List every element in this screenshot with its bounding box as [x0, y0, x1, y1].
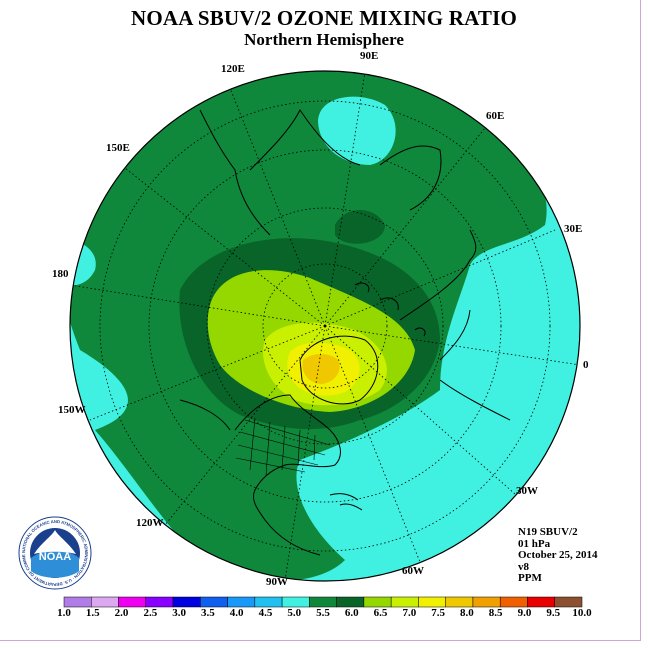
latitude-circle-30 — [148, 149, 502, 503]
color-scale-tick-label: 6.0 — [344, 607, 359, 619]
color-scale-tick-label: 9.0 — [517, 607, 532, 619]
map-title: NOAA SBUV/2 OZONE MIXING RATIO — [131, 6, 517, 30]
color-scale-tick-label: 1.0 — [57, 607, 71, 619]
color-scale-tick-label: 10.0 — [572, 607, 592, 619]
meridian-line-60e — [324, 127, 486, 327]
noaa-logo: NOAA NATIONAL OCEANIC AND ATMOSPHERIC AD… — [18, 516, 92, 590]
color-scale-tick-label: 7.5 — [431, 607, 445, 619]
latitude-circle-45 — [206, 207, 444, 445]
longitude-label-0: 0 — [583, 359, 589, 371]
coastline-greenland — [299, 335, 379, 405]
longitude-label-60e: 60E — [486, 110, 505, 122]
longitude-label-60w: 60W — [402, 565, 424, 577]
longitude-label-90w: 90W — [266, 576, 288, 588]
noaa-logo-text: NOAA — [39, 551, 71, 563]
color-scale-tick-label: 2.0 — [114, 607, 129, 619]
longitude-label-150e: 150E — [106, 142, 130, 154]
color-scale-tick-label: 1.5 — [85, 607, 100, 619]
color-scale-tick-label: 8.0 — [460, 607, 474, 619]
longitude-label-120w: 120W — [136, 517, 164, 529]
version-label: v8 — [518, 560, 529, 573]
coastline-asia — [199, 109, 442, 236]
color-scale-tick-label: 7.0 — [402, 607, 417, 619]
coastline-north-america — [179, 394, 341, 556]
metadata-block: N19 SBUV/2 01 hPa October 25, 2014 v8 PP… — [518, 526, 598, 585]
meridian-line-120w — [164, 325, 326, 526]
meridian-line-0 — [324, 325, 580, 366]
color-scale-tick-label: 2.5 — [143, 607, 158, 619]
ozone-low-pocket-north — [318, 96, 396, 165]
longitude-label-120e: 120E — [221, 63, 245, 75]
color-scale-tick-label: 3.5 — [201, 607, 215, 619]
longitude-label-30e: 30E — [564, 223, 583, 235]
units-label: PPM — [518, 572, 542, 584]
meridian-line-120e — [229, 87, 326, 327]
latitude-circle-60 — [262, 263, 388, 389]
meridian-line-60w — [324, 325, 421, 563]
color-scale-tick-label: 4.5 — [258, 607, 273, 619]
pressure-level-label: 01 hPa — [518, 537, 551, 550]
coastline-europe — [399, 229, 511, 421]
coastline-caribbean — [329, 493, 363, 511]
longitude-label-180: 180 — [52, 268, 69, 280]
color-scale-tick-label: 8.5 — [488, 607, 503, 619]
color-scale-tick-label: 5.5 — [316, 607, 330, 619]
figure-frame — [0, 0, 641, 641]
color-scale-tick-label: 5.0 — [287, 607, 302, 619]
ozone-contour-5.5-patch — [335, 210, 385, 244]
ozone-polar-map — [69, 70, 581, 582]
date-label: October 25, 2014 — [518, 549, 598, 561]
meridian-line-150e — [124, 167, 326, 327]
meridian-line-90e — [324, 71, 366, 327]
us-state-boundaries — [235, 417, 331, 476]
map-disk-outline — [69, 70, 581, 582]
longitude-label-90e: 90E — [360, 50, 379, 62]
color-scale-tick-label: 9.5 — [546, 607, 561, 619]
longitude-label-30w: 30W — [516, 485, 538, 497]
meridian-line-90w — [284, 325, 326, 581]
meridian-line-180 — [70, 284, 326, 327]
longitude-label-150w: 150W — [58, 404, 86, 416]
latitude-circle-15 — [99, 100, 551, 552]
color-scale-tick-label: 4.0 — [229, 607, 244, 619]
ozone-contour-7.5 — [302, 354, 340, 384]
meridian-line-30e — [324, 229, 556, 327]
color-scale-tick-label: 3.0 — [172, 607, 186, 619]
coastline-arctic-islands — [354, 282, 426, 337]
map-subtitle: Northern Hemisphere — [244, 30, 404, 49]
color-scale-tick-label: 6.5 — [373, 607, 388, 619]
satellite-label: N19 SBUV/2 — [518, 526, 578, 538]
